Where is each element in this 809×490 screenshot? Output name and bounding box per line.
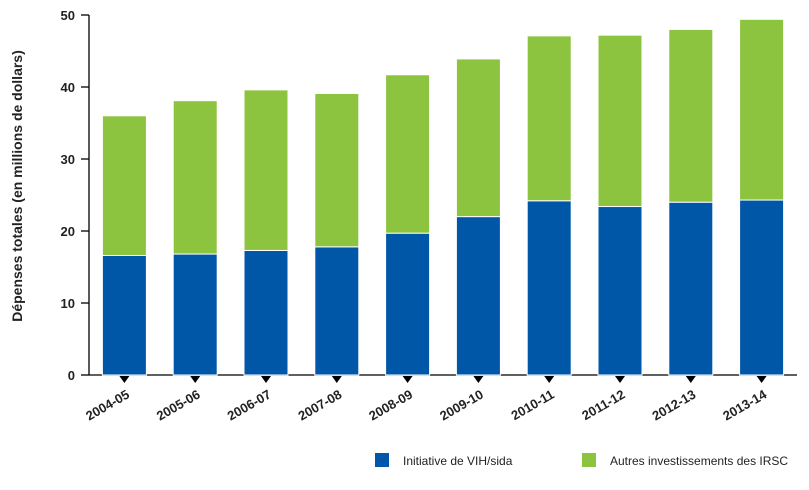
x-tick-label: 2012-13	[649, 387, 698, 424]
x-tick-label: 2011-12	[579, 387, 627, 423]
legend-swatch-autres	[582, 453, 596, 467]
plot-area: 0 10 20 30 40 50 2004-05 2005-06 2006-07 2007-08 2…	[61, 8, 797, 423]
bar-segment-autres	[668, 28, 714, 203]
bar-segment-vih-sida	[597, 206, 643, 376]
bar-segment-autres	[314, 92, 360, 248]
legend-swatch-vih-sida	[375, 453, 389, 467]
y-axis-label: Dépenses totales (en millions de dollars…	[9, 50, 25, 322]
x-tick-marker	[473, 376, 484, 383]
x-tick-label: 2004-05	[83, 387, 132, 424]
x-tick-label: 2006-07	[225, 387, 274, 424]
x-tick-marker	[544, 376, 555, 383]
bar-segment-vih-sida	[526, 200, 572, 376]
bar-segment-vih-sida	[739, 199, 785, 376]
x-tick-marker	[331, 376, 342, 383]
x-tick-label: 2013-14	[720, 386, 769, 423]
x-tick-marker	[402, 376, 413, 383]
bar-segment-vih-sida	[314, 246, 360, 376]
bar-segment-autres	[739, 18, 785, 201]
bar-segment-autres	[243, 89, 289, 251]
bar-segment-autres	[101, 115, 147, 256]
x-tick-marker	[756, 376, 767, 383]
y-tick-label: 50	[61, 8, 75, 23]
y-tick-label: 20	[61, 224, 75, 239]
bar-segment-vih-sida	[243, 249, 289, 376]
bar-segment-autres	[385, 74, 431, 234]
bar-segment-autres	[597, 34, 643, 208]
bar-segment-autres	[455, 58, 501, 218]
x-tick-label: 2005-06	[154, 387, 203, 424]
y-tick-label: 10	[61, 296, 75, 311]
y-tick-label: 40	[61, 80, 75, 95]
bar-segment-vih-sida	[385, 232, 431, 376]
legend-label-vih-sida: Initiative de VIH/sida	[403, 454, 513, 468]
x-tick-marker	[119, 376, 130, 383]
x-tick-label: 2009-10	[437, 387, 486, 424]
legend-label-autres: Autres investissements des IRSC	[610, 454, 788, 468]
bar-segment-autres	[526, 35, 572, 202]
x-tick-label: 2008-09	[366, 387, 415, 424]
x-tick-marker	[685, 376, 696, 383]
bar-segment-vih-sida	[101, 254, 147, 376]
x-tick-marker	[261, 376, 271, 383]
x-tick-marker	[190, 376, 201, 383]
bar-segment-vih-sida	[172, 253, 218, 376]
legend: Initiative de VIH/sida Autres investissem…	[375, 453, 788, 468]
y-tick-label: 0	[68, 368, 75, 383]
bar-segment-vih-sida	[455, 216, 501, 376]
bar-segment-autres	[172, 100, 218, 255]
x-tick-label: 2007-08	[295, 387, 344, 424]
y-tick-label: 30	[61, 152, 75, 167]
x-tick-marker	[615, 376, 625, 383]
bar-segment-vih-sida	[668, 201, 714, 376]
x-tick-label: 2010-11	[508, 387, 556, 423]
